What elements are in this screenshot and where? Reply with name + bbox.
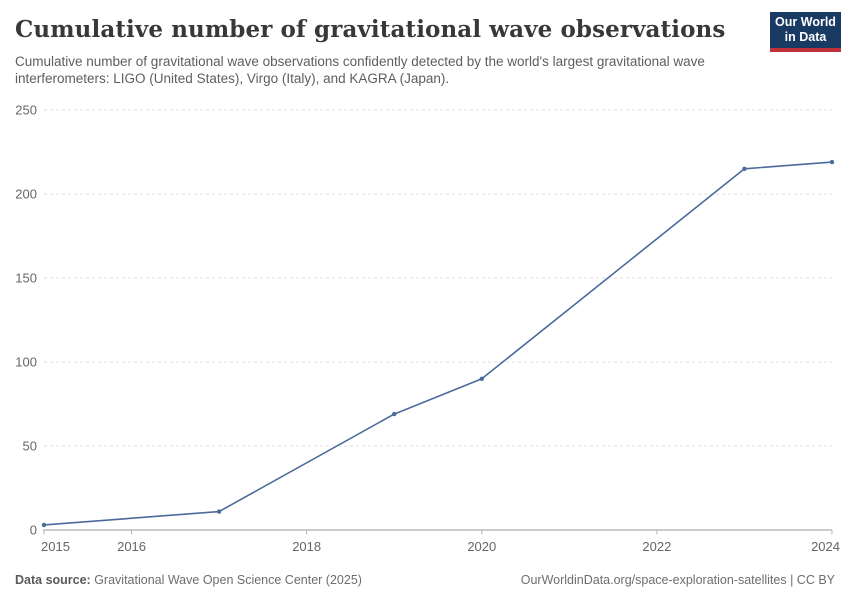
svg-text:100: 100 [15,355,37,370]
svg-text:50: 50 [23,439,37,454]
svg-text:2022: 2022 [642,539,671,554]
owid-logo[interactable]: Our World in Data [770,12,841,52]
chart-footer: Data source: Gravitational Wave Open Sci… [15,573,835,587]
logo-line2: in Data [784,30,827,44]
data-source: Data source: Gravitational Wave Open Sci… [15,573,362,587]
svg-text:250: 250 [15,103,37,118]
chart-subtitle: Cumulative number of gravitational wave … [15,53,705,87]
svg-text:2018: 2018 [292,539,321,554]
logo-line1: Our World [775,14,836,29]
svg-text:2016: 2016 [117,539,146,554]
svg-text:0: 0 [30,523,37,538]
svg-text:200: 200 [15,187,37,202]
footer-license-link[interactable]: OurWorldinData.org/space-exploration-sat… [520,573,835,587]
chart-title: Cumulative number of gravitational wave … [15,16,726,43]
svg-text:2024: 2024 [811,539,840,554]
svg-text:2015: 2015 [41,539,70,554]
data-source-label: Data source: [15,573,91,587]
svg-text:150: 150 [15,271,37,286]
svg-text:2020: 2020 [467,539,496,554]
chart-header: Cumulative number of gravitational wave … [0,0,850,88]
data-source-text: Gravitational Wave Open Science Center (… [90,573,362,587]
